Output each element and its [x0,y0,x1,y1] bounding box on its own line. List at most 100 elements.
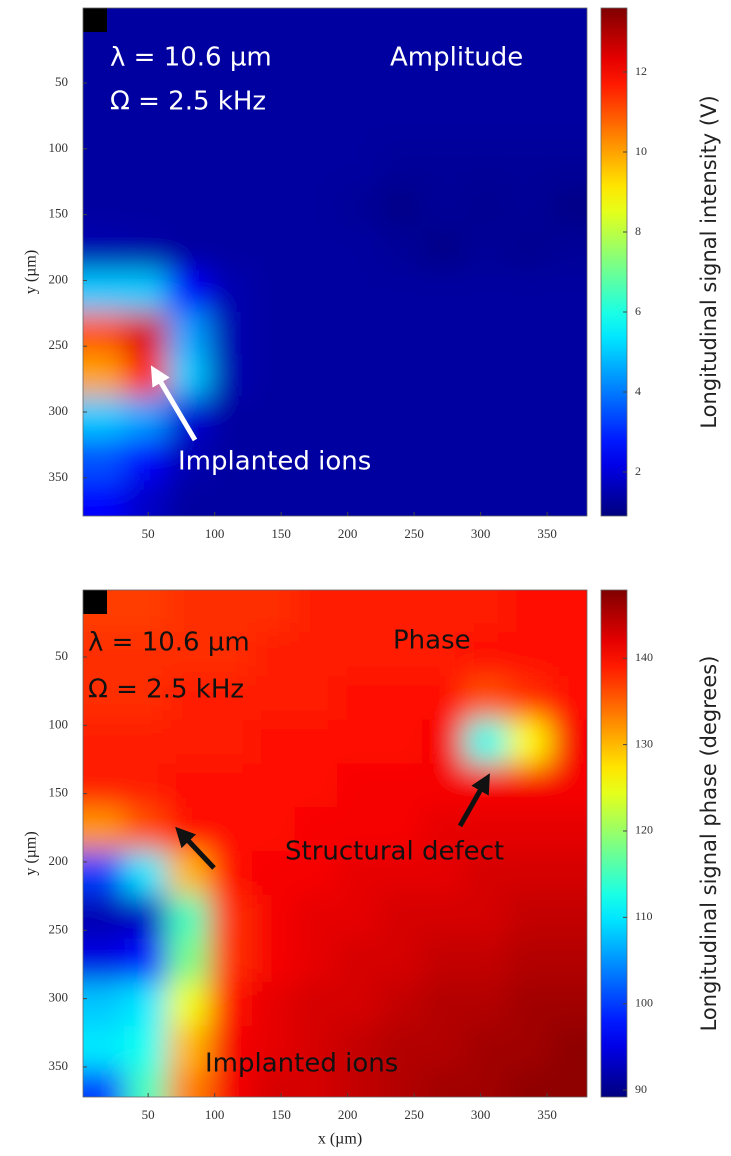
heatmap-cell [336,354,381,398]
heatmap-cell [294,101,338,145]
heatmap-cell [124,101,168,145]
heatmap-cell [549,396,587,440]
heatmap-cell [507,938,551,984]
heatmap-cell [251,59,296,103]
heatmap-cell [379,227,424,271]
heatmap-cell [549,185,587,229]
heatmap-cell [166,269,211,314]
heatmap-cell [166,590,211,634]
heatmap-cell [124,8,168,61]
heatmap-cell [294,396,338,440]
corner-marker [83,590,107,614]
heatmap-cell [549,312,587,356]
heatmap-cell [336,590,381,634]
heatmap-cell [379,101,424,145]
heatmap-cell [166,101,211,145]
heatmap-cell [83,354,126,398]
y-tick-label: 150 [49,206,69,221]
heatmap-cell [209,143,253,187]
heatmap-cell [379,590,424,634]
heatmap-cell [83,59,126,103]
heatmap-cell [507,312,551,356]
x-tick-label: 200 [338,1107,358,1122]
heatmap-cell [124,312,168,356]
heatmap-cell [166,227,211,271]
heatmap-cell [166,719,211,765]
colorbar-tick-label: 140 [635,650,653,664]
y-tick-label: 150 [49,785,69,800]
heatmap-cell [83,480,126,516]
annotation: Ω = 2.5 kHz [88,675,244,705]
heatmap-cell [251,480,296,516]
heatmap-cell [124,763,168,809]
heatmap-cell [124,227,168,271]
annotation: Structural defect [285,837,504,867]
heatmap-cell [251,438,296,482]
heatmap-cell [166,938,211,984]
heatmap-cell [209,59,253,103]
heatmap-cell [336,227,381,271]
heatmap-cell [549,632,587,678]
heatmap-cell [124,632,168,678]
heatmap-cell [166,632,211,678]
heatmap-cell [464,719,509,765]
heatmap-cell [549,1069,587,1097]
heatmap-cell [251,938,296,984]
heatmap-cell [336,185,381,229]
heatmap-cell [549,59,587,103]
y-tick-label: 300 [49,990,69,1005]
heatmap-cell [507,59,551,103]
heatmap-cell [209,185,253,229]
heatmap-cell [422,269,466,314]
heatmap-cell [166,676,211,721]
heatmap-cell [166,1069,211,1097]
colorbar [600,589,628,1098]
heatmap-cell [294,354,338,398]
y-tick-label: 250 [49,921,69,936]
heatmap-cell [464,480,509,516]
heatmap-cell [166,8,211,61]
heatmap-cell [422,143,466,187]
heatmap-cell [549,676,587,721]
heatmap-cell [422,480,466,516]
heatmap-cell [251,894,296,940]
heatmap-cell [422,312,466,356]
heatmap-cell [124,807,168,853]
heatmap-cell [507,982,551,1027]
heatmap-cell [294,1025,338,1071]
heatmap-cell [422,185,466,229]
heatmap-cell [83,1025,126,1071]
heatmap-cell [209,269,253,314]
heatmap-cell [83,851,126,896]
heatmap-cell [294,438,338,482]
arrow [150,365,198,442]
heatmap-cell [507,185,551,229]
heatmap-cell [379,185,424,229]
heatmap-cell [209,1025,253,1071]
heatmap-cell [464,269,509,314]
heatmap-cell [294,807,338,853]
heatmap-cell [124,894,168,940]
heatmap-cell [549,227,587,271]
heatmap-cell [124,143,168,187]
y-tick-label: 300 [49,403,69,418]
heatmap-cell [124,719,168,765]
heatmap-cell [294,480,338,516]
heatmap-cell [336,938,381,984]
heatmap-cell [379,312,424,356]
colorbar-tick-label: 6 [635,304,641,318]
heatmap-cell [251,185,296,229]
heatmap-cell [464,894,509,940]
annotation: Implanted ions [178,447,371,477]
heatmap-cell [336,982,381,1027]
heatmap-cell [507,851,551,896]
heatmap-cell [464,851,509,896]
heatmap-cell [209,354,253,398]
heatmap-cell [209,763,253,809]
heatmap-cell [507,269,551,314]
y-tick-label: 350 [49,1058,69,1073]
heatmap-cell [251,312,296,356]
heatmap-cell [379,982,424,1027]
colorbar-tick-label: 110 [635,909,653,923]
